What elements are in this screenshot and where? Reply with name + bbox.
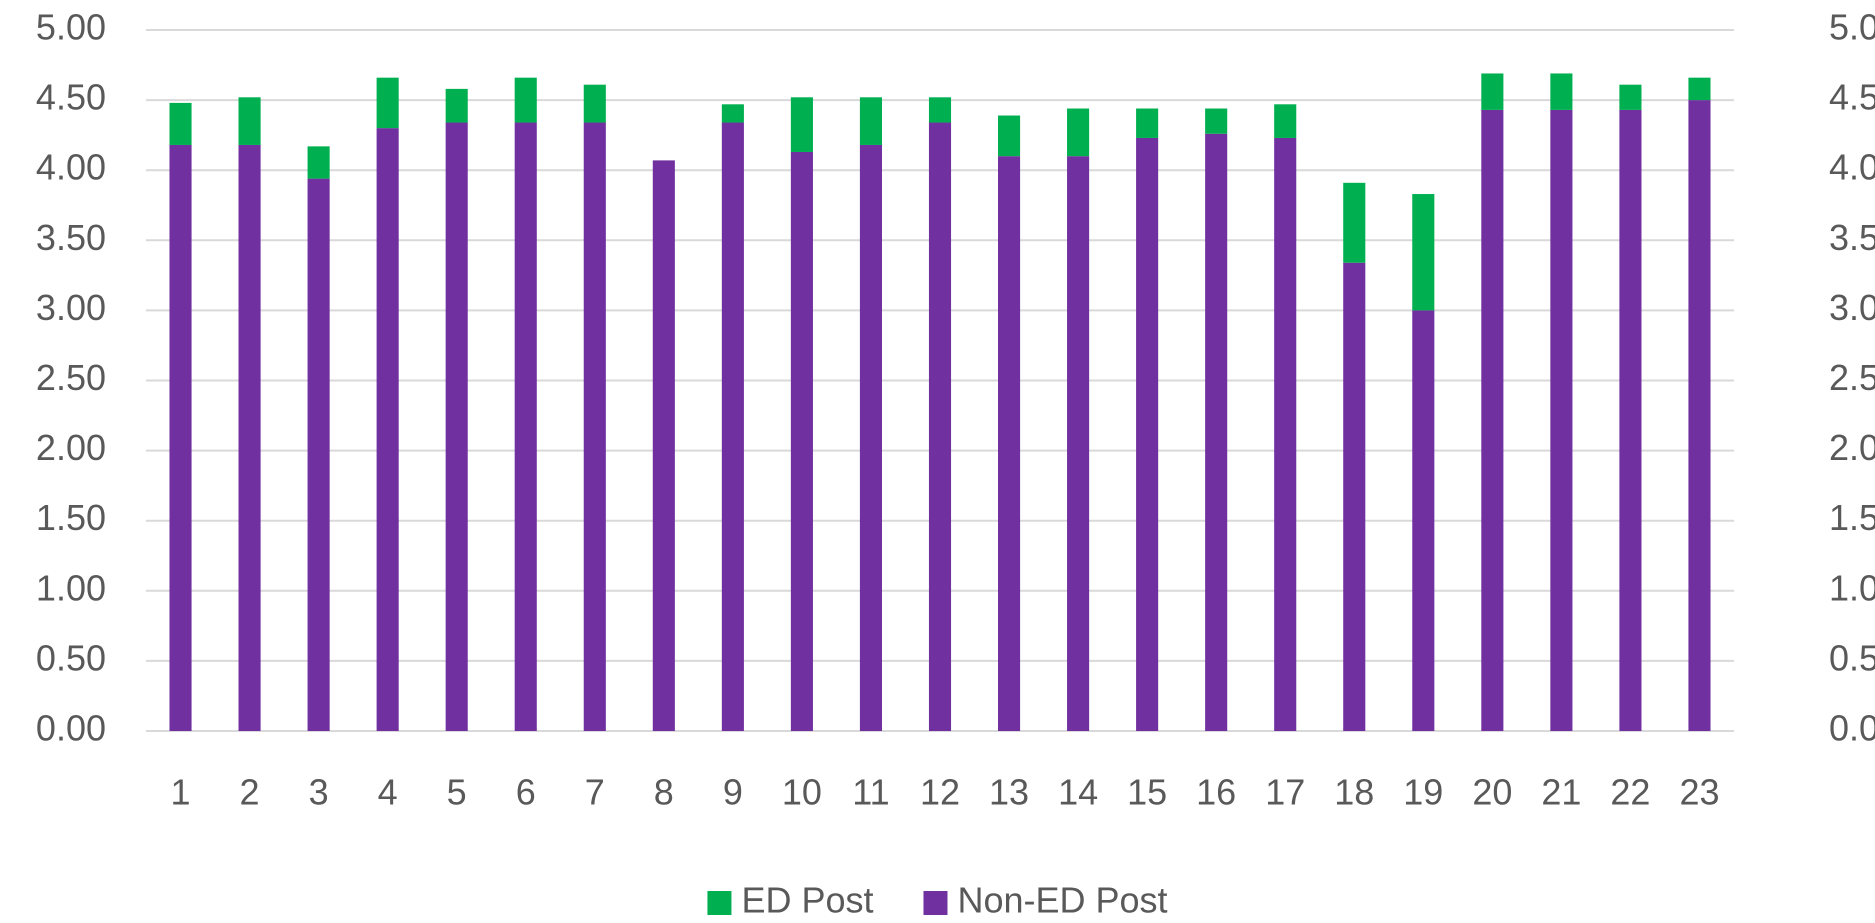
bar-segment (1550, 73, 1573, 110)
y2-tick-label: 5.00 (1829, 7, 1875, 48)
x-tick-label: 16 (1196, 772, 1236, 813)
x-tick-label: 11 (852, 772, 889, 813)
bar-segment (583, 84, 606, 123)
y-tick-label: 0.00 (36, 708, 106, 749)
bar-segment (1688, 100, 1711, 732)
bar-segment (169, 102, 192, 145)
bar-segment (859, 97, 883, 145)
bar-segment (1205, 108, 1228, 134)
legend-label: Non-ED Post (957, 880, 1167, 921)
bar-segment (1067, 156, 1090, 731)
y-tick-label: 5.00 (36, 7, 106, 48)
bar-segment (1481, 109, 1504, 731)
bar-segment (790, 151, 813, 731)
x-tick-label: 8 (654, 772, 674, 813)
y2-tick-label: 2.50 (1829, 357, 1875, 398)
bar-segment (790, 97, 813, 152)
bar-segment (1412, 310, 1435, 731)
bar-segment (997, 115, 1021, 157)
x-tick-label: 21 (1541, 772, 1581, 813)
x-tick-label: 3 (309, 772, 329, 813)
x-tick-label: 4 (378, 772, 398, 813)
y-tick-label: 2.50 (36, 357, 106, 398)
bar-segment (445, 122, 468, 732)
bar-segment (721, 122, 744, 732)
y2-tick-label: 3.00 (1829, 287, 1875, 328)
bar-segment (859, 144, 883, 732)
bar-segment (1412, 194, 1435, 311)
x-tick-label: 5 (447, 772, 467, 813)
x-tick-label: 22 (1610, 772, 1650, 813)
x-tick-label: 17 (1265, 772, 1305, 813)
x-tick-label: 12 (920, 772, 960, 813)
y2-tick-label: 2.00 (1829, 427, 1875, 468)
y-tick-label: 0.50 (36, 637, 106, 678)
y-tick-label: 3.50 (36, 217, 106, 258)
bar-segment (169, 144, 192, 732)
bar-segment (997, 156, 1021, 731)
bar-segment (1550, 109, 1573, 731)
bar-segment (583, 122, 606, 732)
x-tick-label: 10 (782, 772, 822, 813)
bar-segment (652, 160, 675, 732)
x-tick-label: 2 (240, 772, 260, 813)
bar-segment (928, 97, 952, 123)
legend-swatch (707, 891, 732, 915)
bar-segment (1136, 108, 1159, 138)
bar-segment (1688, 77, 1711, 101)
x-tick-label: 14 (1058, 772, 1098, 813)
bar-segment (1205, 133, 1228, 732)
y-tick-label: 2.00 (36, 427, 106, 468)
x-tick-label: 9 (723, 772, 743, 813)
y2-tick-label: 1.00 (1829, 567, 1875, 608)
x-tick-label: 23 (1679, 772, 1719, 813)
bar-segment (721, 104, 744, 123)
legend-swatch (923, 891, 948, 915)
y-tick-label: 1.00 (36, 567, 106, 608)
y2-tick-label: 1.50 (1829, 497, 1875, 538)
bar-segment (1136, 137, 1159, 732)
bar-segment (307, 178, 330, 731)
bar-segment (1481, 73, 1504, 110)
bar-segment (1274, 104, 1297, 138)
bar-segment (1619, 109, 1642, 731)
x-tick-label: 19 (1403, 772, 1443, 813)
bar-segment (376, 77, 399, 129)
bar-segment (445, 88, 468, 123)
y-tick-label: 4.00 (36, 147, 106, 188)
x-tick-label: 13 (989, 772, 1029, 813)
y-tick-label: 1.50 (36, 497, 106, 538)
y2-tick-label: 0.50 (1829, 637, 1875, 678)
bar-segment (376, 128, 399, 731)
x-tick-label: 7 (585, 772, 605, 813)
bar-segment (1274, 137, 1297, 732)
x-tick-label: 18 (1334, 772, 1374, 813)
x-tick-label: 1 (171, 772, 191, 813)
bar-segment (1343, 262, 1366, 731)
y-tick-label: 3.00 (36, 287, 106, 328)
legend-label: ED Post (741, 880, 873, 921)
bar-segment (928, 122, 952, 732)
bar-segment (514, 122, 537, 732)
x-tick-label: 6 (516, 772, 536, 813)
y2-tick-label: 0.00 (1829, 708, 1875, 749)
bar-segment (307, 146, 330, 179)
y2-tick-label: 4.50 (1829, 77, 1875, 118)
x-tick-label: 20 (1472, 772, 1512, 813)
bar-segment (1343, 182, 1366, 263)
bar-segment (1067, 108, 1090, 157)
bar-segment (514, 77, 537, 123)
y2-tick-label: 3.50 (1829, 217, 1875, 258)
bar-segment (238, 97, 261, 145)
x-tick-label: 15 (1127, 772, 1167, 813)
y-tick-label: 4.50 (36, 77, 106, 118)
bar-segment (238, 144, 261, 732)
y2-tick-label: 4.00 (1829, 147, 1875, 188)
bar-segment (1619, 84, 1642, 110)
